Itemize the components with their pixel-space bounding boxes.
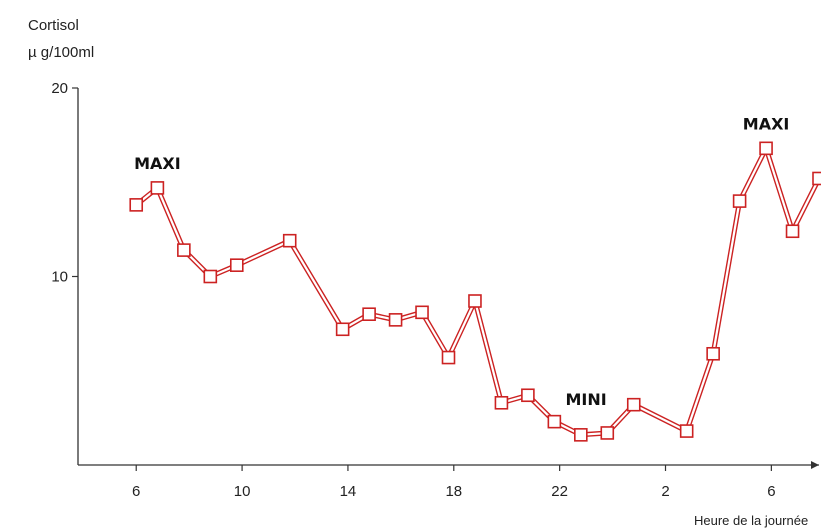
data-point: [760, 142, 772, 154]
data-point: [130, 199, 142, 211]
data-point: [416, 306, 428, 318]
data-point: [469, 295, 481, 307]
data-point: [787, 225, 799, 237]
data-point: [337, 323, 349, 335]
x-tick-label: 6: [767, 483, 775, 500]
data-point: [548, 416, 560, 428]
data-point: [628, 399, 640, 411]
y-tick-label: 20: [51, 80, 68, 97]
y-tick-label: 10: [51, 269, 68, 286]
data-point: [231, 259, 243, 271]
axes: [78, 88, 819, 469]
data-point: [522, 389, 534, 401]
x-tick-label: 6: [132, 483, 140, 500]
x-tick-label: 18: [445, 483, 462, 500]
data-point: [363, 308, 375, 320]
series-cortisol: [130, 142, 821, 441]
data-point: [495, 397, 507, 409]
x-tick-label: 22: [551, 483, 568, 500]
x-tick-label: 2: [661, 483, 669, 500]
data-point: [734, 195, 746, 207]
data-point: [443, 352, 455, 364]
annotation-mini: MINI: [566, 390, 607, 409]
data-point: [390, 314, 402, 326]
data-point: [178, 244, 190, 256]
data-point: [204, 271, 216, 283]
data-point: [601, 427, 613, 439]
annotation-maxi: MAXI: [743, 114, 790, 133]
data-point: [575, 429, 587, 441]
data-point: [681, 425, 693, 437]
data-point: [707, 348, 719, 360]
annotation-maxi: MAXI: [134, 154, 181, 173]
x-axis-label: Heure de la journée: [694, 513, 808, 528]
data-point: [284, 235, 296, 247]
x-tick-label: 14: [340, 483, 357, 500]
x-tick-label: 10: [234, 483, 251, 500]
series-line-outer: [136, 148, 819, 435]
series-line-inner: [136, 148, 819, 435]
y-axis-label-line2: µ g/100ml: [28, 44, 94, 61]
y-axis-label-line1: Cortisol: [28, 17, 79, 34]
data-point: [813, 172, 821, 184]
x-axis-arrow: [811, 461, 819, 469]
data-point: [151, 182, 163, 194]
